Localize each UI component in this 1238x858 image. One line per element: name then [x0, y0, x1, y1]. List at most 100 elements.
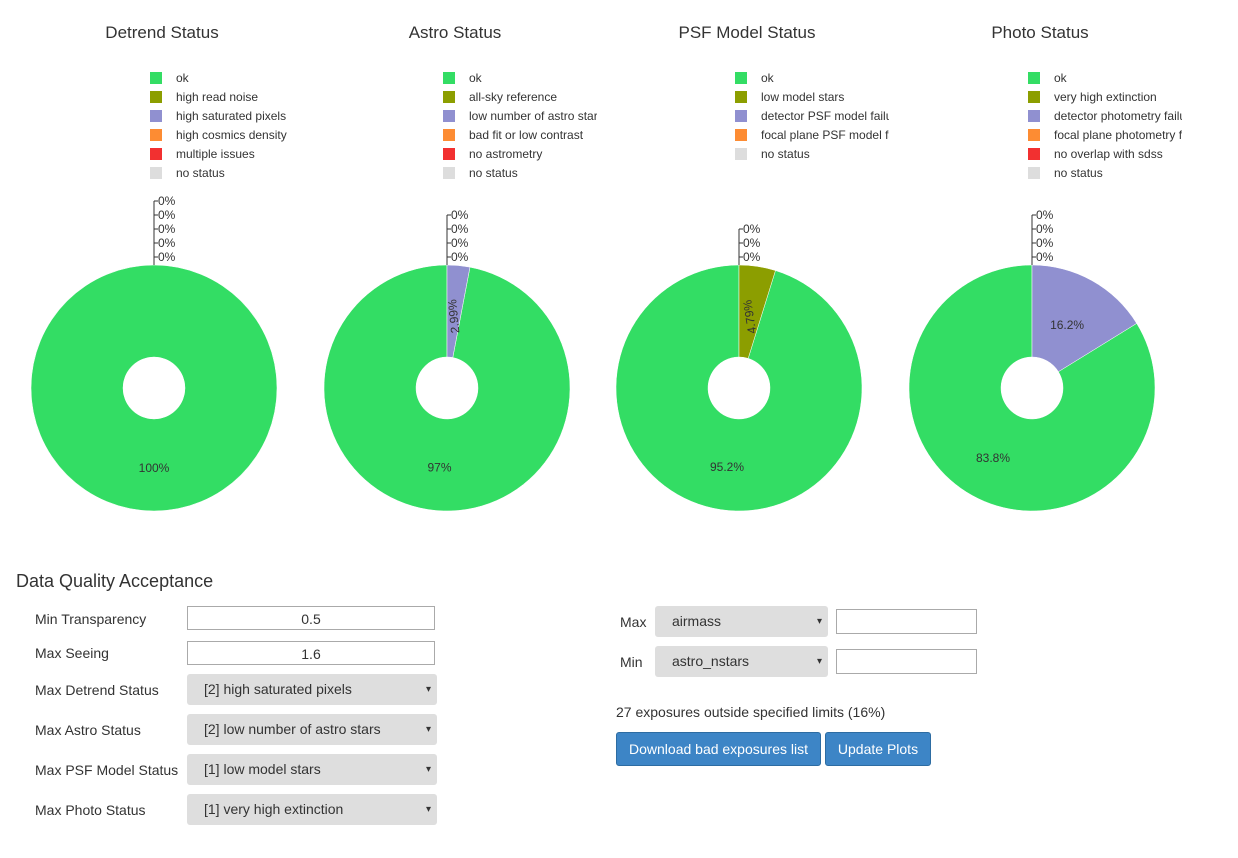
legend-label: no status — [176, 166, 225, 180]
legend-label: bad fit or low contrast — [469, 128, 584, 142]
zero-slice-label: 0% — [743, 236, 761, 250]
chevron-down-icon: ▾ — [425, 804, 431, 815]
slice-label: 100% — [139, 461, 170, 475]
max-astro-value: [2] low number of astro stars — [204, 721, 381, 737]
slice-label: 97% — [427, 461, 451, 475]
zero-slice-label: 0% — [1036, 222, 1054, 236]
max-photo-select[interactable]: [1] very high extinction ▾ — [187, 794, 437, 825]
slice-label: 95.2% — [710, 460, 744, 474]
min-value-input[interactable] — [836, 649, 977, 674]
zero-slice-label: 0% — [158, 236, 176, 250]
legend-label: no astrometry — [469, 147, 542, 161]
pie-svg: Astro Status ok all-sky reference low numbe… — [323, 23, 597, 512]
pie-svg: Detrend Status ok high read noise high satu… — [30, 23, 287, 512]
max-detrend-select[interactable]: [2] high saturated pixels ▾ — [187, 674, 437, 705]
update-plots-button[interactable]: Update Plots — [825, 732, 931, 766]
max-field-value: airmass — [672, 613, 722, 629]
legend-swatch — [443, 167, 455, 179]
legend-swatch — [735, 91, 747, 103]
chart-title: Photo Status — [991, 23, 1088, 42]
chevron-down-icon: ▾ — [425, 724, 431, 735]
zero-slice-label: 0% — [451, 236, 469, 250]
zero-slice-label: 0% — [1036, 208, 1054, 222]
slice-label: 83.8% — [976, 451, 1010, 465]
slice-label: 4.79% — [740, 299, 759, 335]
legend-swatch — [1028, 129, 1040, 141]
legend-label: ok — [761, 71, 775, 85]
legend-swatch — [443, 110, 455, 122]
download-bad-exposures-button[interactable]: Download bad exposures list — [616, 732, 821, 766]
legend-label: multiple issues — [176, 147, 255, 161]
max-psf-value: [1] low model stars — [204, 761, 321, 777]
legend-label: all-sky reference — [469, 90, 557, 104]
legend-swatch — [150, 72, 162, 84]
zero-slice-label: 0% — [743, 250, 761, 264]
chevron-down-icon: ▾ — [425, 684, 431, 695]
chevron-down-icon: ▾ — [425, 764, 431, 775]
legend-swatch — [1028, 110, 1040, 122]
legend-label: ok — [176, 71, 190, 85]
zero-slice-label: 0% — [451, 208, 469, 222]
chart-title: Astro Status — [409, 23, 502, 42]
min-transparency-label: Min Transparency — [35, 611, 147, 627]
max-psf-label: Max PSF Model Status — [35, 762, 179, 778]
pie-slice — [738, 264, 776, 359]
exposures-summary: 27 exposures outside specified limits (1… — [616, 704, 886, 720]
legend-swatch — [735, 72, 747, 84]
max-psf-select[interactable]: [1] low model stars ▾ — [187, 754, 437, 785]
zero-slice-label: 0% — [451, 222, 469, 236]
max-seeing-label: Max Seeing — [35, 645, 109, 661]
chart-title: Detrend Status — [105, 23, 218, 42]
min-field-select[interactable]: astro_nstars ▾ — [655, 646, 828, 677]
max-value-input[interactable] — [836, 609, 977, 634]
legend-swatch — [150, 91, 162, 103]
legend-swatch — [443, 91, 455, 103]
legend-label: focal plane PSF model failure — [761, 128, 889, 142]
max-astro-label: Max Astro Status — [35, 722, 141, 738]
legend-swatch — [1028, 148, 1040, 160]
legend-label: no status — [1054, 166, 1103, 180]
chart-astro-status: Astro Status ok all-sky reference low numbe… — [297, 0, 597, 540]
legend-swatch — [150, 148, 162, 160]
chart-title: PSF Model Status — [678, 23, 815, 42]
max-astro-select[interactable]: [2] low number of astro stars ▾ — [187, 714, 437, 745]
max-detrend-value: [2] high saturated pixels — [204, 681, 352, 697]
pie-svg: Photo Status ok very high extinction detect… — [908, 23, 1182, 512]
legend-swatch — [735, 110, 747, 122]
legend-swatch — [150, 129, 162, 141]
legend-label: no status — [761, 147, 810, 161]
min-transparency-input[interactable]: 0.5 — [187, 606, 435, 630]
pie-slice — [615, 264, 863, 512]
slice-label: 16.2% — [1050, 318, 1084, 332]
legend-label: high read noise — [176, 90, 258, 104]
legend-label: detector photometry failure — [1054, 109, 1182, 123]
zero-slice-label: 0% — [158, 222, 176, 236]
chart-photo-status: Photo Status ok very high extinction detect… — [882, 0, 1182, 540]
chart-psf-model-status: PSF Model Status ok low model stars detecto… — [589, 0, 889, 540]
legend-label: low number of astro stars — [469, 109, 597, 123]
zero-slice-label: 0% — [158, 208, 176, 222]
legend-label: no status — [469, 166, 518, 180]
zero-slice-label: 0% — [158, 194, 176, 208]
chevron-down-icon: ▾ — [816, 616, 822, 627]
max-photo-label: Max Photo Status — [35, 802, 146, 818]
chevron-down-icon: ▾ — [816, 656, 822, 667]
legend-swatch — [735, 129, 747, 141]
max-seeing-input[interactable]: 1.6 — [187, 641, 435, 665]
max-field-select[interactable]: airmass ▾ — [655, 606, 828, 637]
legend-swatch — [1028, 91, 1040, 103]
zero-slice-label: 0% — [1036, 236, 1054, 250]
section-title: Data Quality Acceptance — [16, 571, 214, 591]
max-limit-label: Max — [620, 614, 647, 630]
chart-detrend-status: Detrend Status ok high read noise high satu… — [4, 0, 304, 540]
legend-swatch — [1028, 167, 1040, 179]
pie-svg: PSF Model Status ok low model stars detecto… — [615, 23, 889, 512]
min-limit-label: Min — [620, 654, 643, 670]
legend-label: high cosmics density — [176, 128, 287, 142]
legend-label: very high extinction — [1054, 90, 1157, 104]
pie-slice — [323, 264, 571, 512]
pie-slice — [30, 264, 278, 512]
legend-swatch — [150, 167, 162, 179]
legend-swatch — [443, 129, 455, 141]
max-photo-value: [1] very high extinction — [204, 801, 344, 817]
